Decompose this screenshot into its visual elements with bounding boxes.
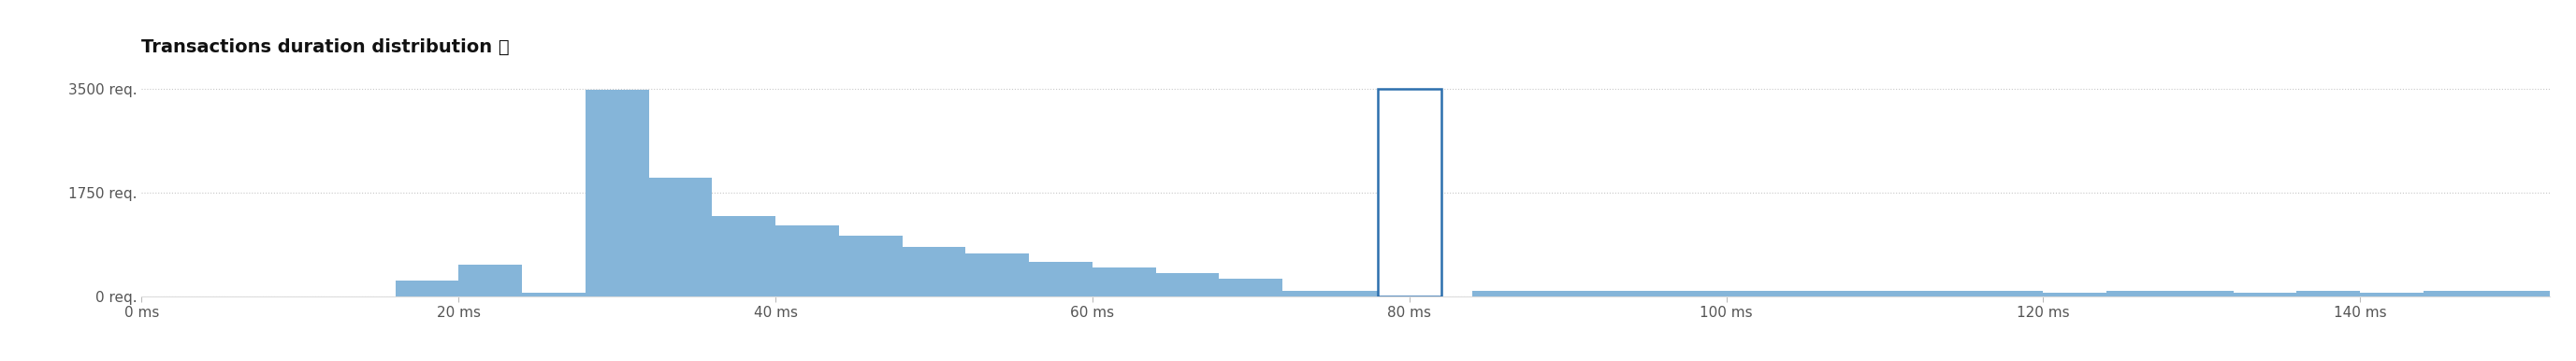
Bar <box>585 90 649 296</box>
Bar <box>1092 268 1157 296</box>
Bar <box>1981 291 2043 296</box>
Bar <box>2298 291 2360 296</box>
Bar <box>1852 291 1917 296</box>
Bar <box>394 280 459 296</box>
Bar <box>775 225 840 296</box>
Bar <box>2043 292 2107 296</box>
Bar <box>902 247 966 296</box>
Bar <box>2424 291 2486 296</box>
Bar <box>523 293 585 296</box>
Bar <box>2107 291 2169 296</box>
Bar <box>966 253 1028 296</box>
Bar <box>1790 291 1852 296</box>
Bar <box>1378 89 1440 296</box>
Bar <box>1726 291 1790 296</box>
Bar <box>1347 291 1409 296</box>
Bar <box>1535 291 1600 296</box>
Bar <box>1473 291 1535 296</box>
Bar <box>1600 291 1664 296</box>
Bar <box>1218 278 1283 296</box>
Bar <box>2169 291 2233 296</box>
Bar <box>1917 291 1981 296</box>
Bar <box>1283 291 1347 296</box>
Bar <box>2360 292 2424 296</box>
Bar <box>1157 274 1218 296</box>
Bar <box>1028 262 1092 296</box>
Bar <box>840 236 902 296</box>
Bar <box>2233 292 2298 296</box>
Bar <box>1664 291 1726 296</box>
Bar <box>711 216 775 296</box>
Bar <box>2486 291 2550 296</box>
Bar <box>459 265 523 296</box>
Text: Transactions duration distribution ⓘ: Transactions duration distribution ⓘ <box>142 38 510 56</box>
Bar <box>649 178 711 296</box>
